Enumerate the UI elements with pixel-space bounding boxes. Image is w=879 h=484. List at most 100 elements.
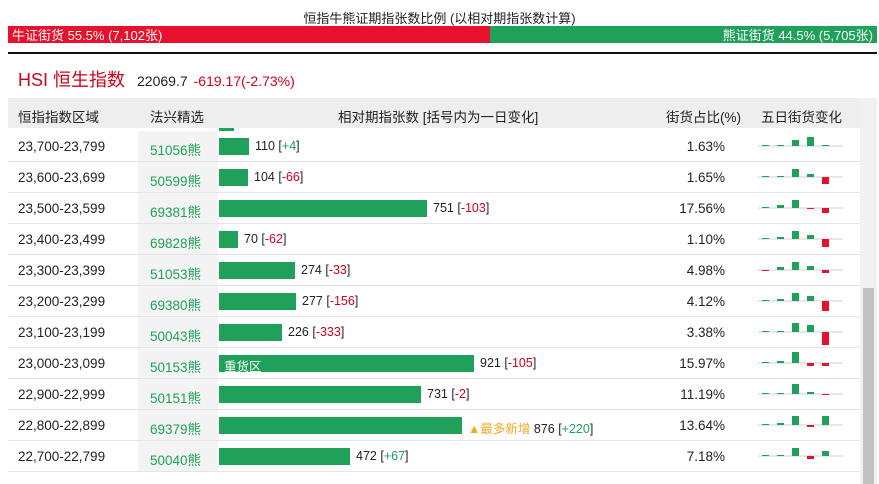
range-cell: 22,900-22,999	[18, 387, 106, 402]
sparkline-bar	[762, 176, 769, 177]
futures-value: 876	[533, 422, 555, 436]
warrant-code-link[interactable]: 51053熊	[150, 267, 202, 282]
sparkline-bar	[762, 455, 769, 456]
sparkline-bar	[807, 137, 814, 146]
five-day-sparkline	[758, 448, 843, 459]
scrollbar[interactable]	[860, 98, 877, 484]
sparkline-bar	[792, 169, 799, 177]
sparkline-bar	[762, 300, 769, 301]
sparkline-bar	[822, 145, 829, 146]
daily-change: -2	[454, 387, 466, 401]
warrant-code-link[interactable]: 51056熊	[150, 143, 202, 158]
sparkline-bar	[792, 200, 799, 208]
table-row[interactable]: 23,600-23,699 50599熊 104 [-66] 1.65%	[8, 162, 860, 193]
warrant-code-link[interactable]: 69379熊	[150, 422, 202, 437]
header-share: 街货占比(%)	[666, 110, 741, 125]
sparkline-bar	[792, 262, 799, 270]
five-day-sparkline	[758, 137, 843, 147]
daily-change: -62	[264, 232, 283, 246]
sparkline-bar	[777, 455, 784, 456]
sparkline-bar	[807, 325, 814, 332]
futures-count: 751 [-103]	[433, 201, 490, 215]
header-range: 恒指指数区域	[18, 110, 99, 125]
warrant-code-link[interactable]: 69381熊	[150, 205, 202, 220]
table-row[interactable]: 22,800-22,899 69379熊 ▲最多新增 876 [+220] 13.64…	[8, 410, 860, 441]
table-row[interactable]: 23,200-23,299 69380熊 277 [-156] 4.12%	[8, 286, 860, 317]
sparkline-bar	[807, 208, 814, 209]
sparkline-bar	[777, 145, 784, 146]
share-percent: 4.98%	[686, 263, 725, 278]
bear-share-segment: 熊证街货 44.5% (5,705张)	[490, 26, 877, 43]
futures-bar	[219, 448, 350, 465]
range-cell: 23,200-23,299	[18, 294, 106, 309]
table-header: 恒指指数区域 法兴精选 相对期指张数 [括号内为一日变化] 街货占比(%) 五日…	[8, 98, 860, 128]
range-cell: 23,600-23,699	[18, 170, 106, 185]
sparkline-bar	[777, 299, 784, 301]
futures-bar: 重货区	[219, 355, 474, 374]
table-row[interactable]: 23,400-23,499 69828熊 70 [-62] 1.10%	[8, 224, 860, 255]
warrant-code-link[interactable]: 50153熊	[150, 360, 202, 375]
warrant-code-link[interactable]: 69380熊	[150, 298, 202, 313]
five-day-sparkline	[758, 323, 843, 345]
daily-change: +220	[561, 422, 590, 436]
sparkline-bar	[792, 231, 799, 239]
warrant-code-link[interactable]: 69828熊	[150, 236, 202, 251]
bar-stub	[219, 128, 234, 131]
share-percent: 13.64%	[679, 418, 725, 433]
bull-share-segment: 牛证街货 55.5% (7,102张)	[8, 26, 491, 43]
daily-change: -105	[507, 356, 533, 370]
futures-value: 751	[433, 201, 454, 215]
header-five-day: 五日街货变化	[761, 110, 842, 125]
warrant-code-link[interactable]: 50599熊	[150, 174, 202, 189]
daily-change: -156	[329, 294, 355, 308]
futures-count: 472 [+67]	[356, 449, 409, 463]
sparkline-bar	[822, 270, 829, 273]
sparkline-bar	[792, 140, 799, 146]
table-row[interactable]: 23,700-23,799 51056熊 110 [+4] 1.63%	[8, 131, 860, 162]
sparkline-bar	[807, 174, 814, 177]
sparkline-bar	[822, 394, 829, 395]
warrant-code-link[interactable]: 50151熊	[150, 391, 202, 406]
sparkline-bar	[777, 331, 784, 332]
page-title: 恒指牛熊证期指张数比例 (以相对期指张数计算)	[303, 11, 576, 26]
sparkline-bar	[777, 423, 784, 425]
daily-change: +67	[383, 449, 406, 463]
table-row[interactable]: 22,700-22,799 50040熊 472 [+67] 7.18%	[8, 441, 860, 472]
sparkline-bar	[807, 235, 814, 239]
sparkline-bar	[777, 176, 784, 177]
futures-value: 277	[302, 294, 323, 308]
sparkline-bar	[762, 362, 769, 363]
sparkline-bar	[762, 238, 769, 239]
futures-bar	[219, 262, 295, 279]
header-code: 法兴精选	[150, 110, 204, 125]
futures-value: 921	[480, 356, 501, 370]
table-row[interactable]: 22,900-22,999 50151熊 731 [-2] 11.19%	[8, 379, 860, 410]
table-row[interactable]: 23,100-23,199 50043熊 226 [-333] 3.38%	[8, 317, 860, 348]
table-row[interactable]: 23,300-23,399 51053熊 274 [-33] 4.98%	[8, 255, 860, 286]
table-row[interactable]: 23,500-23,599 69381熊 751 [-103] 17.56%	[8, 193, 860, 224]
table-row[interactable]: 23,000-23,099 50153熊 重货区 921 [-105] 15.97%	[8, 348, 860, 379]
sparkline-bar	[822, 416, 829, 425]
daily-change: +4	[281, 139, 297, 153]
cbbc-table: 恒指指数区域 法兴精选 相对期指张数 [括号内为一日变化] 街货占比(%) 五日…	[8, 98, 860, 484]
index-name[interactable]: HSI 恒生指数	[18, 70, 126, 90]
five-day-sparkline	[758, 352, 843, 366]
most-added-tag: ▲最多新增	[468, 422, 531, 436]
sparkline-bar	[777, 393, 784, 394]
bull-bear-ratio-bar: 牛证街货 55.5% (7,102张) 熊证街货 44.5% (5,705张)	[8, 26, 877, 43]
warrant-code-link[interactable]: 50043熊	[150, 329, 202, 344]
sparkline-bar	[822, 208, 829, 213]
sparkline-bar	[792, 352, 799, 363]
code-cell: 51056熊	[138, 131, 218, 161]
warrant-code-link[interactable]: 50040熊	[150, 453, 202, 468]
code-cell: 50599熊	[138, 162, 218, 192]
sparkline-bar	[807, 363, 814, 366]
code-cell: 69379熊	[138, 410, 218, 440]
futures-value: 70	[244, 232, 258, 246]
sparkline-bar	[777, 361, 784, 363]
scrollbar-thumb[interactable]	[863, 288, 874, 484]
five-day-sparkline	[758, 384, 843, 395]
sparkline-bar	[792, 323, 799, 332]
sparkline-bar	[762, 145, 769, 146]
sparkline-bar	[777, 237, 784, 239]
